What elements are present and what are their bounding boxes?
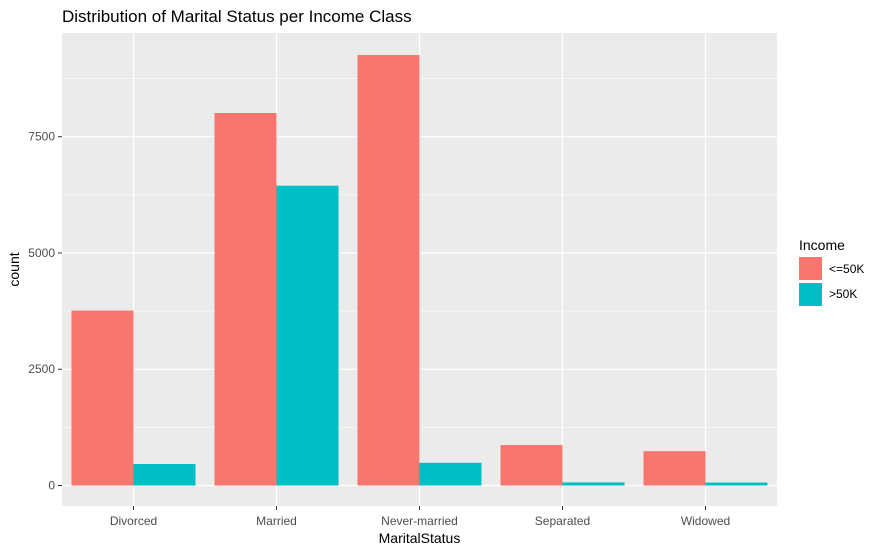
x-tick-label: Widowed [681, 514, 730, 528]
bars [71, 55, 768, 486]
x-tick-label: Separated [535, 514, 590, 528]
y-tick-label: 7500 [28, 130, 55, 144]
y-tick-label: 5000 [28, 246, 55, 260]
x-tick-label: Never-married [381, 514, 458, 528]
x-axis: Divorced Married Never-married Separated Wid… [110, 506, 730, 528]
y-axis-title: count [6, 252, 22, 286]
legend-key-le50k [799, 257, 822, 280]
bar-never-married-gt50k [419, 462, 482, 486]
bar-never-married-le50k [357, 55, 420, 486]
chart-title: Distribution of Marital Status per Incom… [62, 7, 412, 26]
y-tick-label: 0 [48, 479, 55, 493]
legend-label-le50k: <=50K [829, 262, 864, 276]
bar-widowed-gt50k [705, 482, 768, 486]
bar-separated-le50k [500, 445, 563, 486]
bar-married-gt50k [276, 185, 339, 486]
bar-divorced-gt50k [133, 463, 196, 486]
x-tick-label: Divorced [110, 514, 157, 528]
legend-key-gt50k [799, 283, 822, 306]
x-tick-label: Married [256, 514, 297, 528]
bar-married-le50k [214, 112, 277, 486]
y-tick-label: 2500 [28, 362, 55, 376]
legend: Income <=50K >50K [799, 237, 864, 306]
x-axis-title: MaritalStatus [379, 530, 461, 546]
bar-divorced-le50k [71, 310, 134, 486]
y-axis: 0 2500 5000 7500 [28, 130, 62, 493]
legend-label-gt50k: >50K [829, 287, 857, 301]
bar-separated-gt50k [562, 482, 625, 486]
legend-title: Income [799, 237, 845, 253]
bar-widowed-le50k [643, 451, 706, 486]
